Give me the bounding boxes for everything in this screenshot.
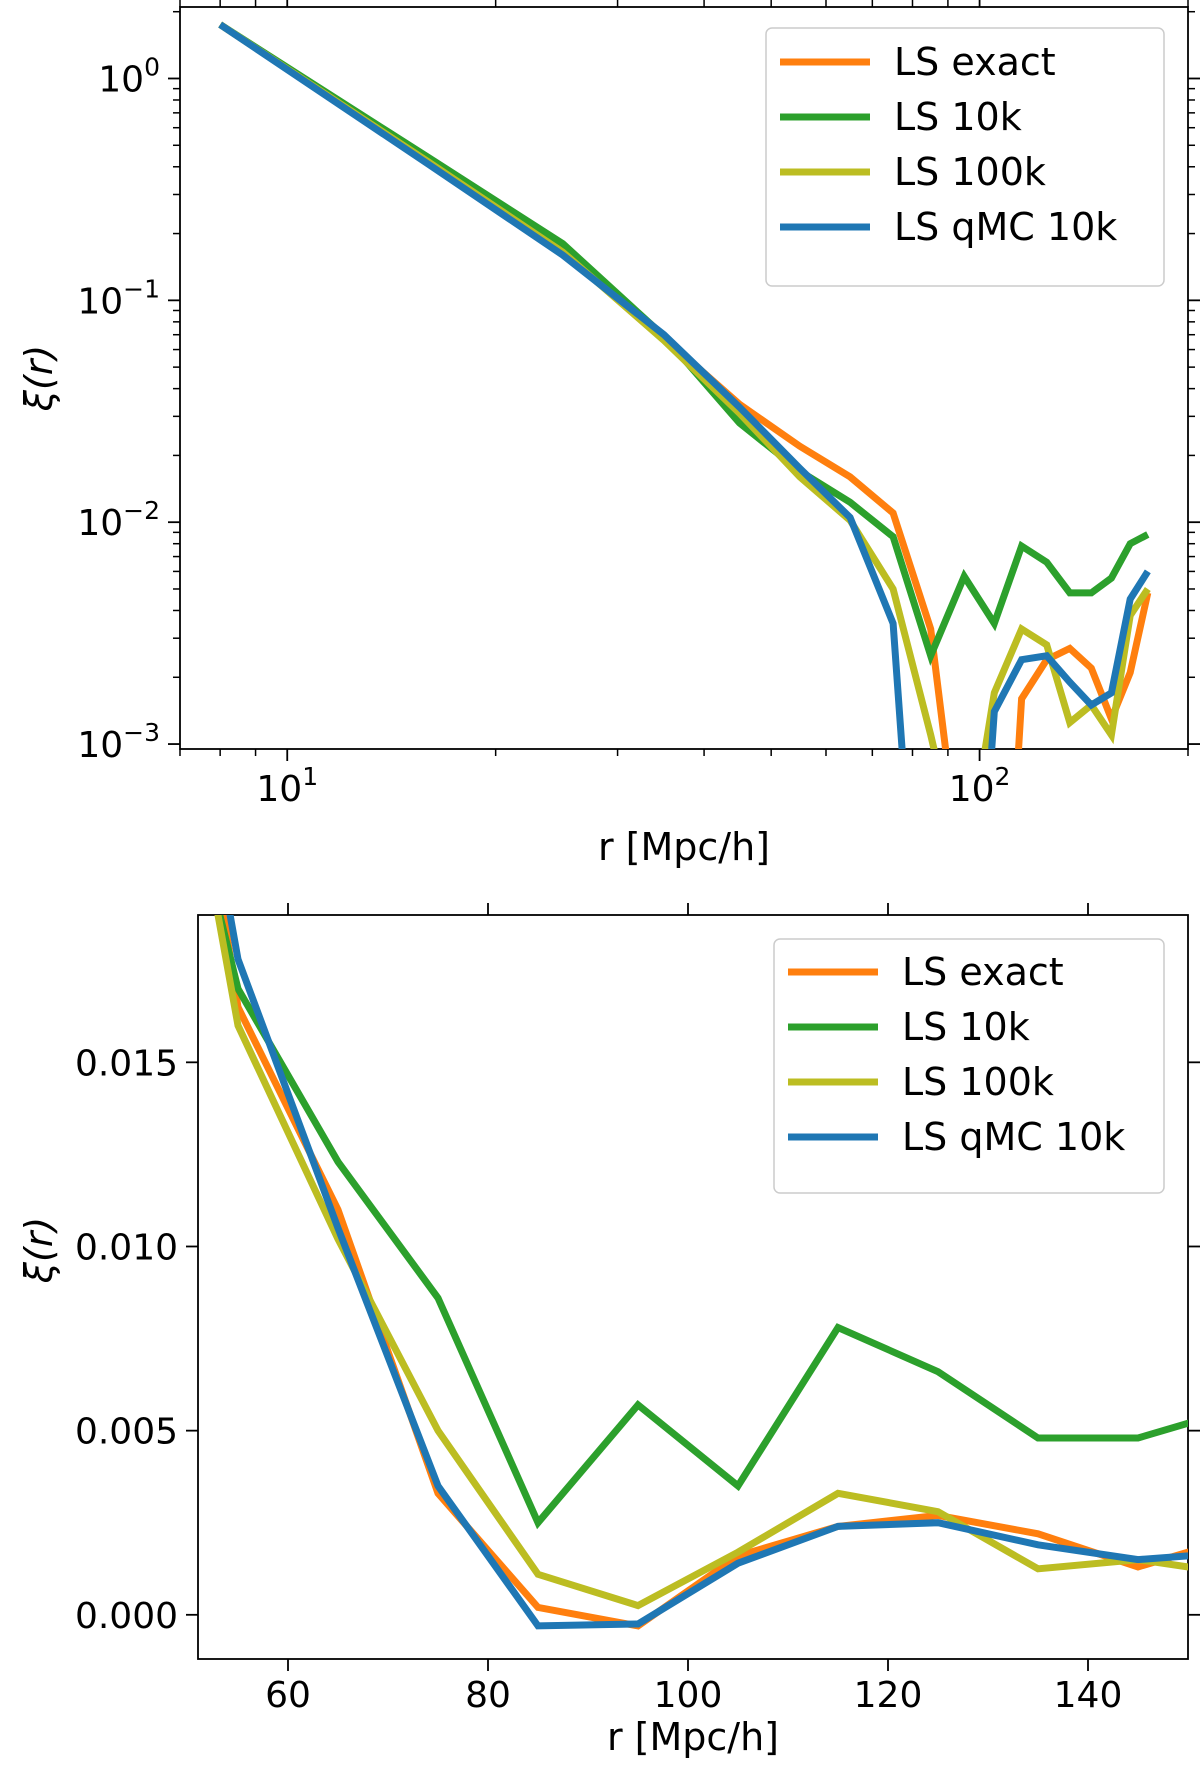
top-legend-frame (765, 27, 1165, 287)
top-legend-label: LS 10k (894, 95, 1022, 139)
top-x-tick-label: 102 (949, 762, 1011, 810)
top-y-tick-label: 10−2 (77, 496, 160, 544)
bottom-x-tick-label: 60 (265, 1675, 311, 1716)
bottom-ticks: 60 80 100 120 140 0.000 0.005 0.010 0.015 (75, 903, 1200, 1716)
top-legend-label: LS qMC 10k (894, 205, 1117, 249)
top-chart: 101 102 100 10−1 10−2 10−3 r [Mpc/h] ξ(r) LS … (17, 0, 1200, 869)
top-x-axis-label: r [Mpc/h] (598, 825, 770, 869)
top-series-ls-qmc-10k (218, 21, 1151, 749)
top-legend-label: LS 100k (894, 150, 1046, 194)
bottom-legend-label: LS qMC 10k (902, 1115, 1125, 1159)
bottom-series-ls-qmc-10k (226, 915, 1188, 1630)
bottom-y-tick-label: 0.015 (75, 1043, 178, 1084)
bottom-chart: 60 80 100 120 140 0.000 0.005 0.010 0.015 r [Mpc… (17, 903, 1200, 1759)
bottom-series-ls-10k (216, 915, 1188, 1530)
bottom-y-tick-label: 0.005 (75, 1412, 178, 1453)
top-y-tick-label: 10−1 (77, 274, 160, 322)
bottom-x-tick-label: 80 (465, 1675, 511, 1716)
bottom-y-tick-label: 0.000 (75, 1596, 178, 1637)
bottom-series-lines (214, 915, 1188, 1630)
bottom-legend-label: LS 100k (902, 1060, 1054, 1104)
bottom-legend-label: LS exact (902, 950, 1064, 994)
top-y-axis-label: ξ(r) (17, 345, 61, 412)
bottom-legend-label: LS 10k (902, 1005, 1030, 1049)
top-legend-label: LS exact (894, 40, 1056, 84)
top-minor-ticks (173, 0, 1195, 756)
bottom-x-axis-label: r [Mpc/h] (607, 1715, 779, 1759)
bottom-x-tick-label: 140 (1054, 1675, 1123, 1716)
top-major-ticks: 101 102 100 10−1 10−2 10−3 (77, 0, 1200, 810)
top-series-lines (218, 21, 1152, 749)
bottom-legend-frame (773, 938, 1165, 1194)
bottom-y-tick-label: 0.010 (75, 1227, 178, 1268)
bottom-series-ls-100k (214, 915, 1188, 1610)
top-legend: LS exact LS 10k LS 100k LS qMC 10k (765, 27, 1165, 287)
top-x-tick-label: 101 (256, 762, 318, 810)
bottom-x-tick-label: 120 (854, 1675, 923, 1716)
bottom-x-tick-label: 100 (654, 1675, 723, 1716)
bottom-y-axis-label: ξ(r) (17, 1217, 61, 1284)
bottom-legend: LS exact LS 10k LS 100k LS qMC 10k (773, 938, 1165, 1194)
top-y-tick-label: 100 (98, 52, 160, 100)
top-y-tick-label: 10−3 (77, 718, 160, 766)
